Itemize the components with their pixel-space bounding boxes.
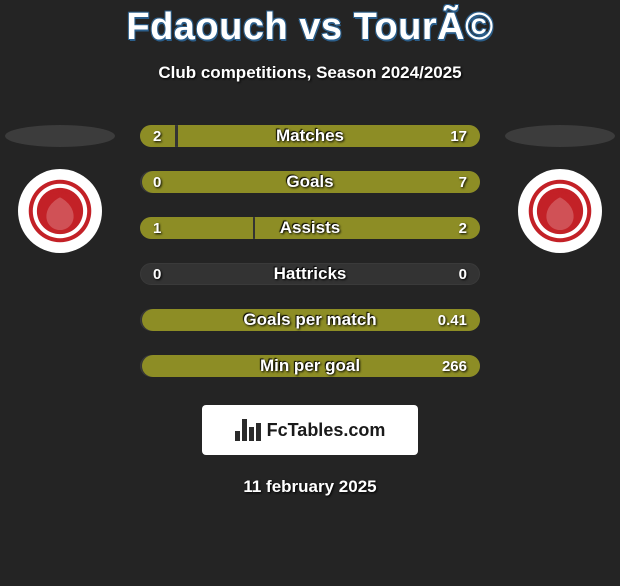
stat-row: 217Matches (140, 125, 480, 147)
team-crest-right: ASNL (518, 169, 602, 253)
brand-bars-icon (235, 419, 261, 441)
stat-label: Assists (141, 218, 479, 238)
player-left-column: ASNL (0, 125, 120, 253)
stat-label: Matches (141, 126, 479, 146)
stat-row: 00Hattricks (140, 263, 480, 285)
stat-label: Hattricks (141, 264, 479, 284)
stat-row: 266Min per goal (140, 355, 480, 377)
page-title: Fdaouch vs TourÃ© (0, 6, 620, 49)
stat-rows: 217Matches 07Goals 12Assists 00Hattricks 0.4… (140, 125, 480, 377)
comparison-stage: ASNL ASNL 217Matches 07Goals 12Assists 00Ha… (0, 125, 620, 377)
crest-left-icon: ASNL (26, 177, 94, 245)
brand-text: FcTables.com (267, 420, 386, 441)
stat-row: 0.41Goals per match (140, 309, 480, 331)
brand-badge: FcTables.com (202, 405, 418, 455)
page-subtitle: Club competitions, Season 2024/2025 (0, 63, 620, 83)
player-right-column: ASNL (500, 125, 620, 253)
svg-text:ASNL: ASNL (550, 188, 571, 197)
stat-label: Min per goal (141, 356, 479, 376)
shadow-oval-right (505, 125, 615, 147)
stat-row: 12Assists (140, 217, 480, 239)
shadow-oval-left (5, 125, 115, 147)
svg-text:ASNL: ASNL (50, 188, 71, 197)
stat-row: 07Goals (140, 171, 480, 193)
page-date: 11 february 2025 (0, 477, 620, 497)
team-crest-left: ASNL (18, 169, 102, 253)
stat-label: Goals (141, 172, 479, 192)
crest-right-icon: ASNL (526, 177, 594, 245)
stat-label: Goals per match (141, 310, 479, 330)
